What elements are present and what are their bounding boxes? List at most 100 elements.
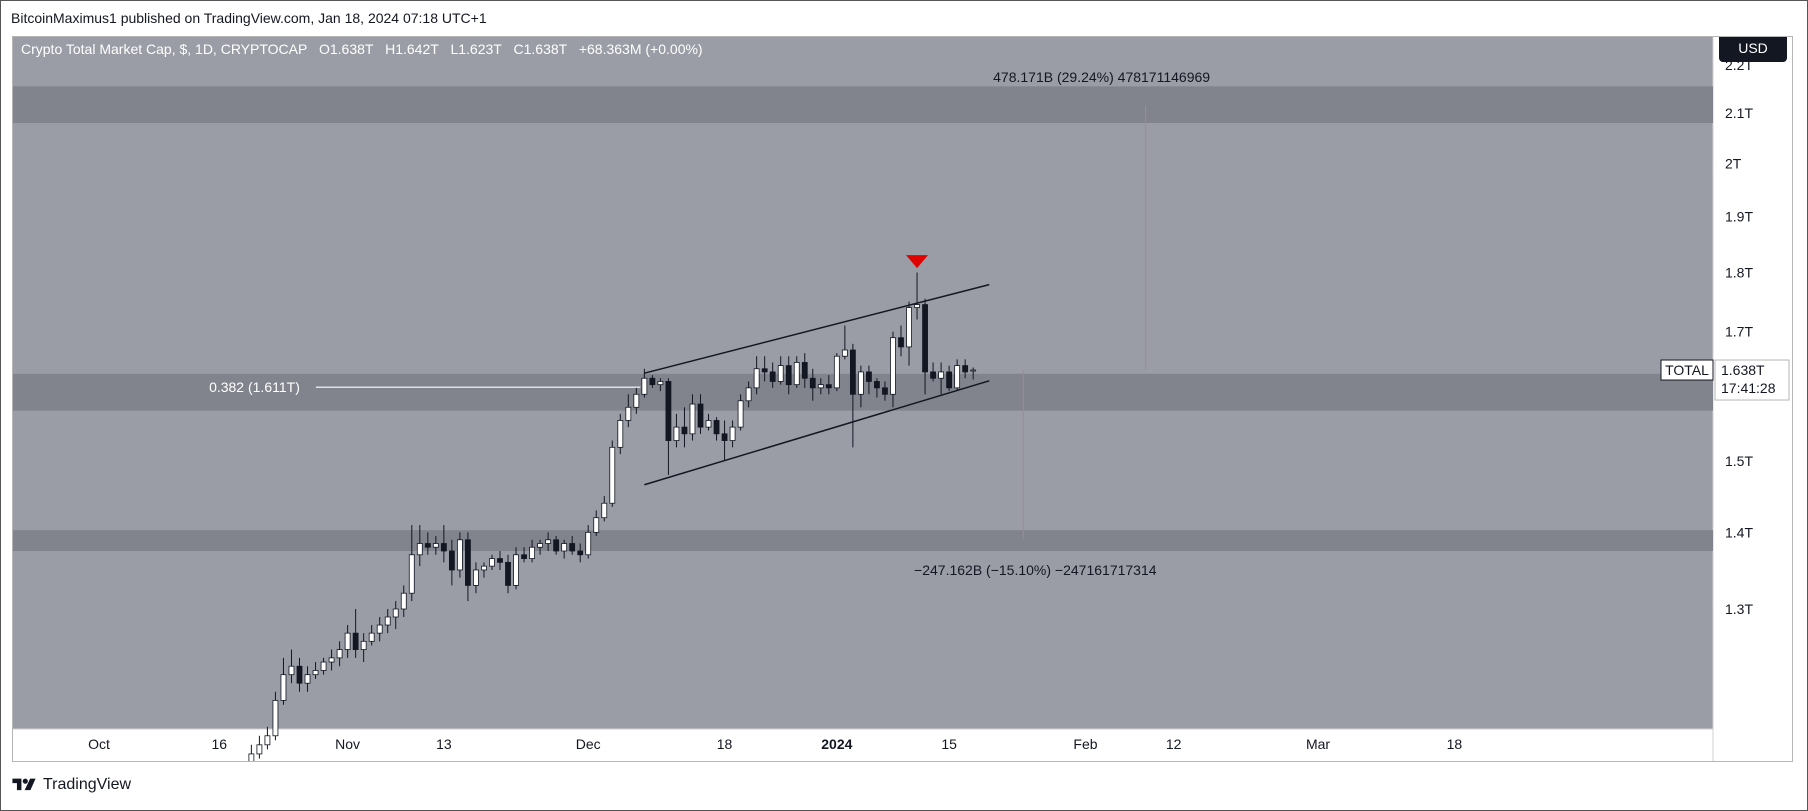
candle-body <box>304 674 311 684</box>
candle-body <box>288 665 295 676</box>
price-tick-label: 1.5T <box>1725 453 1753 469</box>
price-tick-label: 1.9T <box>1725 209 1753 225</box>
candle-body <box>809 377 816 389</box>
chart-title: Crypto Total Market Cap, $, 1D, CRYPTOCA… <box>21 41 307 57</box>
price-tick-label: 1.8T <box>1725 265 1753 281</box>
candle-body <box>424 543 431 548</box>
candle-body <box>521 554 527 559</box>
candle-body <box>882 387 888 395</box>
candle-body <box>633 393 640 408</box>
candle-body <box>416 543 423 556</box>
candle-body <box>481 565 487 571</box>
candle-body <box>833 355 840 389</box>
candle-body <box>312 670 319 676</box>
candle-body <box>529 546 535 559</box>
candlestick-series <box>248 272 977 761</box>
time-tick-label: Oct <box>88 736 110 752</box>
candle-body <box>946 371 953 389</box>
time-tick-label: Mar <box>1306 736 1330 752</box>
candle-body <box>745 387 752 402</box>
zone-0 <box>13 86 1713 123</box>
bar-countdown: 17:41:28 <box>1721 380 1776 396</box>
candle-body <box>585 531 592 556</box>
candle-body <box>841 349 848 357</box>
measure-up-label: 478.171B (29.24%) 478171146969 <box>993 69 1210 85</box>
candle-body <box>513 554 519 586</box>
candle-body <box>914 304 920 308</box>
candle-body <box>689 403 696 435</box>
currency-label[interactable]: USD <box>1738 40 1768 56</box>
low-value: 1.623T <box>458 41 502 57</box>
fib-label: 0.382 (1.611T) <box>209 379 300 395</box>
candle-body <box>930 371 936 379</box>
chart-panel[interactable]: 0.382 (1.611T) 478.171B (29.24%) 4781711… <box>12 36 1793 762</box>
candle-body <box>906 307 912 348</box>
open-value: 1.638T <box>330 41 374 57</box>
candle-body <box>938 371 944 379</box>
ascending-channel[interactable] <box>644 283 990 486</box>
candle-body <box>922 304 928 373</box>
time-tick-label: 18 <box>717 736 733 752</box>
time-tick-label: 15 <box>941 736 957 752</box>
price-chart[interactable]: 0.382 (1.611T) 478.171B (29.24%) 4781711… <box>13 37 1792 761</box>
candle-body <box>673 426 680 441</box>
candle-body <box>761 368 768 373</box>
candle-body <box>553 539 560 552</box>
currency-button[interactable]: USD <box>1719 37 1787 62</box>
candle-body <box>753 368 760 389</box>
time-tick-label: 16 <box>212 736 228 752</box>
candle-body <box>272 700 279 737</box>
candle-body <box>489 558 495 567</box>
candle-body <box>561 543 568 552</box>
candle-body <box>785 365 792 386</box>
change-value: +68.363M (+0.00%) <box>579 41 703 57</box>
time-tick-label: Dec <box>576 736 601 752</box>
time-tick-label: Feb <box>1073 736 1097 752</box>
last-price-tag-bg <box>1714 359 1790 401</box>
candle-body <box>400 592 407 610</box>
candle-body <box>898 337 904 348</box>
candle-body <box>368 632 375 642</box>
open-label: O <box>319 41 330 57</box>
candle-body <box>456 539 463 571</box>
candle-body <box>336 649 343 659</box>
candle-body <box>729 426 736 441</box>
candle-body <box>352 632 359 650</box>
candle-body <box>705 420 712 428</box>
tradingview-logo-icon <box>12 778 36 791</box>
candle-body <box>569 543 576 552</box>
candle-body <box>545 539 552 544</box>
candle-body <box>392 608 399 618</box>
candle-body <box>657 381 664 386</box>
candle-body <box>505 561 511 586</box>
candle-body <box>465 539 471 586</box>
footer-brand[interactable]: TradingView <box>11 776 131 794</box>
candle-body <box>432 543 439 548</box>
high-label: H <box>385 41 395 57</box>
price-tick-label: 2T <box>1725 156 1742 172</box>
time-tick-label: 2024 <box>821 736 852 752</box>
currency-button-bg[interactable] <box>1719 37 1787 62</box>
candle-body <box>248 753 255 761</box>
candle-body <box>384 616 391 626</box>
candle-body <box>665 381 672 441</box>
channel-lower-line[interactable] <box>644 380 990 486</box>
candle-body <box>448 550 455 571</box>
candle-body <box>858 371 864 395</box>
symbol-tag: TOTAL <box>1665 362 1709 378</box>
candle-body <box>577 550 584 556</box>
candle-body <box>408 554 415 594</box>
candle-body <box>617 420 624 448</box>
channel-upper-line[interactable] <box>644 283 990 374</box>
fibonacci-level: 0.382 (1.611T) <box>209 379 641 395</box>
candle-body <box>649 377 656 386</box>
time-tick-label: 18 <box>1447 736 1463 752</box>
measure-down-label: −247.162B (−15.10%) −247161717314 <box>914 562 1157 578</box>
candle-body <box>440 543 447 552</box>
candle-body <box>769 371 776 382</box>
price-tick-label: 1.7T <box>1725 324 1753 340</box>
candle-body <box>497 558 503 563</box>
high-value: 1.642T <box>395 41 439 57</box>
price-tick-label: 1.3T <box>1725 601 1753 617</box>
candle-body <box>625 406 632 421</box>
